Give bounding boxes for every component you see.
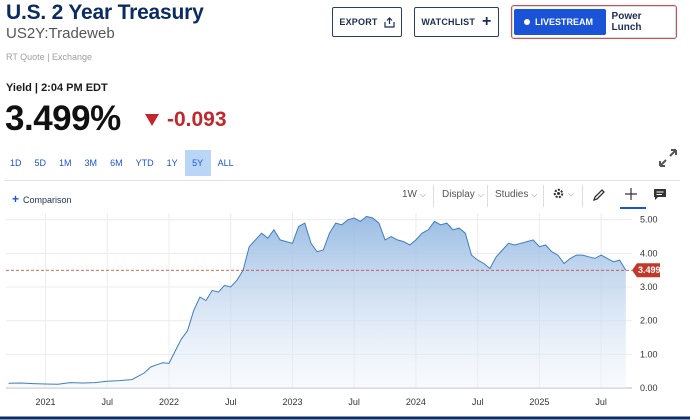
last-price: 3.499% bbox=[5, 99, 121, 138]
live-dot-icon bbox=[524, 19, 530, 25]
last-price-tag-label: 3.499 bbox=[638, 265, 661, 275]
x-tick-label: Jul bbox=[348, 397, 360, 407]
range-5y[interactable]: 5Y bbox=[184, 150, 211, 176]
display-label: Display bbox=[442, 189, 475, 200]
interval-label: 1W bbox=[402, 189, 417, 200]
x-tick-label: 2023 bbox=[282, 397, 302, 407]
livestream-show[interactable]: Power Lunch bbox=[611, 11, 642, 33]
chevron-down-icon: ⌵ bbox=[531, 190, 538, 199]
export-button[interactable]: EXPORT bbox=[332, 7, 402, 37]
export-label: EXPORT bbox=[339, 17, 378, 27]
chevron-down-icon: ⌵ bbox=[477, 190, 484, 199]
yield-time: Yield | 2:04 PM EDT bbox=[6, 82, 108, 94]
range-1m[interactable]: 1M bbox=[59, 158, 72, 168]
x-axis: 2021 Jul 2022 Jul 2023 Jul 2024 Jul 2025 Jul bbox=[35, 397, 606, 407]
range-ytd[interactable]: YTD bbox=[135, 158, 154, 168]
gear-icon bbox=[553, 188, 564, 199]
interval-dropdown[interactable]: 1W ⌵ bbox=[402, 189, 426, 200]
comparison-label: Comparison bbox=[23, 195, 72, 205]
down-arrow-icon bbox=[145, 114, 159, 126]
range-1y[interactable]: 1Y bbox=[166, 158, 178, 168]
watchlist-button[interactable]: WATCHLIST + bbox=[414, 7, 499, 37]
y-tick-label: 0.00 bbox=[640, 383, 658, 393]
x-tick-label: 2024 bbox=[406, 397, 426, 407]
price-change: -0.093 bbox=[145, 108, 227, 132]
crosshair-icon[interactable] bbox=[624, 187, 638, 201]
settings-dropdown[interactable]: ⌵ bbox=[552, 187, 574, 200]
page-title: U.S. 2 Year Treasury bbox=[6, 1, 204, 24]
range-3m[interactable]: 3M bbox=[84, 158, 98, 168]
symbol-subtitle: US2Y:Tradeweb bbox=[6, 25, 115, 42]
comparison-button[interactable]: + Comparison bbox=[12, 192, 72, 206]
expand-icon[interactable] bbox=[657, 147, 679, 169]
livestream-widget[interactable]: LIVESTREAM Power Lunch bbox=[511, 5, 677, 39]
y-tick-label: 2.00 bbox=[640, 316, 658, 326]
yield-line bbox=[8, 215, 627, 385]
toolbar-separator bbox=[433, 185, 434, 207]
studies-dropdown[interactable]: Studies ⌵ bbox=[495, 189, 537, 200]
pencil-icon[interactable] bbox=[592, 188, 606, 202]
quote-source: RT Quote | Exchange bbox=[6, 52, 93, 62]
y-tick-label: 1.00 bbox=[640, 349, 658, 359]
range-6m[interactable]: 6M bbox=[110, 158, 123, 168]
yield-chart[interactable]: 5.004.003.002.001.000.00 2021 Jul 2022 Jul 2… bbox=[0, 208, 690, 420]
x-tick-label: Jul bbox=[225, 397, 237, 407]
y-tick-label: 4.00 bbox=[640, 248, 658, 258]
crosshair-active-indicator bbox=[620, 207, 646, 209]
range-selector: 1D 5D 1M 3M 6M YTD 1Y 5Y ALL bbox=[4, 150, 241, 176]
display-dropdown[interactable]: Display ⌵ bbox=[442, 189, 484, 200]
last-price-tag-shape bbox=[632, 263, 660, 278]
y-tick-label: 3.00 bbox=[640, 282, 658, 292]
chevron-down-icon: ⌵ bbox=[420, 190, 427, 199]
yield-area bbox=[8, 216, 626, 388]
range-1d[interactable]: 1D bbox=[10, 158, 22, 168]
x-tick-label: Jul bbox=[595, 397, 607, 407]
x-tick-label: 2021 bbox=[35, 397, 55, 407]
y-tick-label: 5.00 bbox=[640, 215, 658, 225]
x-tick-label: Jul bbox=[472, 397, 484, 407]
plus-icon: + bbox=[12, 192, 20, 206]
toolbar-separator bbox=[543, 185, 544, 207]
x-tick-label: 2025 bbox=[529, 397, 549, 407]
x-tick-label: 2022 bbox=[159, 397, 179, 407]
livestream-button[interactable]: LIVESTREAM bbox=[514, 9, 606, 35]
livestream-label: LIVESTREAM bbox=[535, 17, 594, 27]
studies-label: Studies bbox=[495, 189, 529, 200]
share-icon bbox=[384, 16, 395, 28]
watchlist-label: WATCHLIST bbox=[421, 17, 476, 27]
comment-icon[interactable] bbox=[653, 188, 667, 201]
toolbar-separator bbox=[487, 185, 488, 207]
chevron-down-icon: ⌵ bbox=[568, 189, 575, 199]
plus-icon: + bbox=[482, 13, 492, 30]
range-5d[interactable]: 5D bbox=[34, 158, 47, 168]
y-axis: 5.00 4.00 3.00 2.00 1.00 0.00 bbox=[640, 215, 658, 393]
toolbar-separator bbox=[582, 185, 583, 207]
range-all[interactable]: ALL bbox=[217, 158, 234, 168]
toolbar-divider bbox=[4, 180, 680, 181]
change-value: -0.093 bbox=[167, 108, 227, 131]
x-tick-label: Jul bbox=[101, 397, 113, 407]
last-price-tag: 3.499 bbox=[632, 263, 661, 278]
